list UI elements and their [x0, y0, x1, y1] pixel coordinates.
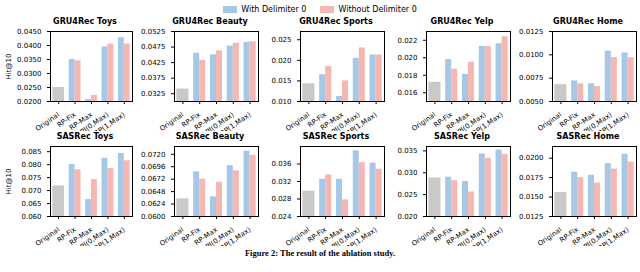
svg-text:0.0720: 0.0720: [141, 151, 166, 159]
svg-text:0.0600: 0.0600: [141, 213, 166, 221]
svg-text:0.0050: 0.0050: [519, 98, 544, 106]
svg-text:Original: Original: [284, 226, 311, 246]
svg-text:RP-Fix: RP-Fix: [558, 225, 581, 245]
html-text:Without Delimiter 0: Without Delimiter 0: [338, 4, 417, 14]
svg-text:0.0125: 0.0125: [519, 213, 544, 221]
svg-text:0.0350: 0.0350: [17, 56, 42, 64]
svg-text:0.020: 0.020: [397, 213, 417, 221]
svg-text:0.080: 0.080: [21, 161, 41, 169]
html-text:GRU4Rec Yelp: GRU4Rec Yelp: [430, 17, 494, 26]
html-text:GRU4Rec Home: GRU4Rec Home: [553, 17, 623, 26]
svg-text:RP(1,Max): RP(1,Max): [471, 226, 505, 246]
svg-text:0.0200: 0.0200: [519, 154, 544, 162]
svg-text:0.0300: 0.0300: [17, 70, 42, 78]
svg-text:0.020: 0.020: [397, 54, 417, 62]
svg-text:0.010: 0.010: [271, 98, 291, 106]
html-text:SASRec Toys: SASRec Toys: [56, 132, 114, 141]
svg-text:Hit@10: Hit@10: [5, 169, 13, 195]
svg-text:0.060: 0.060: [21, 213, 41, 221]
svg-text:RP(1,Max): RP(1,Max): [597, 111, 631, 131]
svg-text:Original: Original: [410, 226, 437, 246]
html-text:GRU4Rec Sports: GRU4Rec Sports: [299, 17, 373, 26]
svg-text:Original: Original: [158, 226, 185, 246]
svg-text:0.0150: 0.0150: [519, 193, 544, 201]
svg-text:0.065: 0.065: [21, 200, 41, 208]
svg-text:RP-Fix: RP-Fix: [306, 110, 329, 130]
svg-text:0.025: 0.025: [271, 36, 291, 44]
html-text:SASRec Beauty: SASRec Beauty: [175, 132, 245, 141]
svg-text:0.0672: 0.0672: [141, 175, 166, 183]
svg-text:0.025: 0.025: [397, 191, 417, 199]
svg-text:RP(1,Max): RP(1,Max): [219, 111, 253, 131]
svg-text:0.018: 0.018: [397, 71, 417, 79]
svg-text:0.0250: 0.0250: [17, 84, 42, 92]
svg-text:RP-Fix: RP-Fix: [180, 225, 203, 245]
svg-text:0.0325: 0.0325: [141, 90, 166, 98]
svg-text:0.0100: 0.0100: [519, 51, 544, 59]
html-text:GRU4Rec Beauty: GRU4Rec Beauty: [172, 17, 248, 26]
svg-text:0.020: 0.020: [271, 57, 291, 65]
svg-text:Original: Original: [158, 111, 185, 131]
svg-text:0.016: 0.016: [397, 89, 418, 97]
svg-text:0.085: 0.085: [21, 148, 41, 156]
svg-text:RP-Fix: RP-Fix: [558, 110, 581, 130]
svg-text:0.0125: 0.0125: [519, 28, 544, 36]
svg-text:RP(1,Max): RP(1,Max): [219, 226, 253, 246]
svg-text:0.015: 0.015: [271, 77, 291, 85]
svg-text:0.028: 0.028: [271, 195, 291, 203]
svg-text:RP-Fix: RP-Fix: [55, 225, 78, 245]
html-text:GRU4Rec Toys: GRU4Rec Toys: [53, 17, 117, 26]
html-text:SASRec Home: SASRec Home: [556, 132, 620, 141]
html-text:SASRec Sports: SASRec Sports: [302, 132, 370, 141]
svg-text:0.0696: 0.0696: [141, 163, 166, 171]
svg-text:Original: Original: [410, 111, 437, 131]
svg-text:Original: Original: [536, 226, 563, 246]
html-text:Figure 2: The result of the ab: Figure 2: The result of the ablation stu…: [244, 248, 396, 258]
svg-text:0.0450: 0.0450: [17, 28, 42, 36]
svg-text:RP-Fix: RP-Fix: [180, 110, 203, 130]
svg-text:RP-Fix: RP-Fix: [55, 110, 78, 130]
svg-text:RP(1,Max): RP(1,Max): [345, 111, 379, 131]
svg-text:0.0400: 0.0400: [17, 42, 42, 50]
svg-text:RP-Fix: RP-Fix: [432, 110, 455, 130]
html-text:SASRec Yelp: SASRec Yelp: [434, 132, 490, 141]
svg-text:0.0075: 0.0075: [519, 74, 544, 82]
svg-text:0.0200: 0.0200: [17, 98, 42, 106]
html-text:With Delimiter 0: With Delimiter 0: [241, 4, 307, 14]
svg-text:0.030: 0.030: [397, 169, 417, 177]
svg-text:Original: Original: [284, 111, 311, 131]
svg-text:0.0425: 0.0425: [141, 59, 166, 67]
svg-text:RP-Fix: RP-Fix: [306, 225, 329, 245]
svg-text:0.0375: 0.0375: [141, 74, 166, 82]
svg-text:0.0525: 0.0525: [141, 28, 166, 36]
svg-text:0.024: 0.024: [271, 213, 292, 221]
svg-text:RP-Fix: RP-Fix: [432, 225, 455, 245]
svg-text:0.0475: 0.0475: [141, 43, 166, 51]
svg-text:0.0624: 0.0624: [141, 200, 166, 208]
svg-text:RP(1,Max): RP(1,Max): [93, 226, 127, 246]
svg-text:0.070: 0.070: [21, 187, 41, 195]
svg-text:0.075: 0.075: [21, 174, 41, 182]
svg-text:RP(1,Max): RP(1,Max): [471, 111, 505, 131]
svg-text:RP(1,Max): RP(1,Max): [597, 226, 631, 246]
svg-text:0.035: 0.035: [397, 147, 417, 155]
svg-text:0.036: 0.036: [271, 160, 292, 168]
svg-text:0.0648: 0.0648: [141, 188, 166, 196]
svg-text:RP(1,Max): RP(1,Max): [93, 111, 127, 131]
svg-text:0.032: 0.032: [271, 178, 291, 186]
svg-text:0.022: 0.022: [397, 36, 417, 44]
svg-text:RP(1,Max): RP(1,Max): [345, 226, 379, 246]
svg-text:0.0175: 0.0175: [519, 174, 544, 182]
svg-text:Original: Original: [536, 111, 563, 131]
svg-text:Hit@10: Hit@10: [5, 54, 13, 80]
